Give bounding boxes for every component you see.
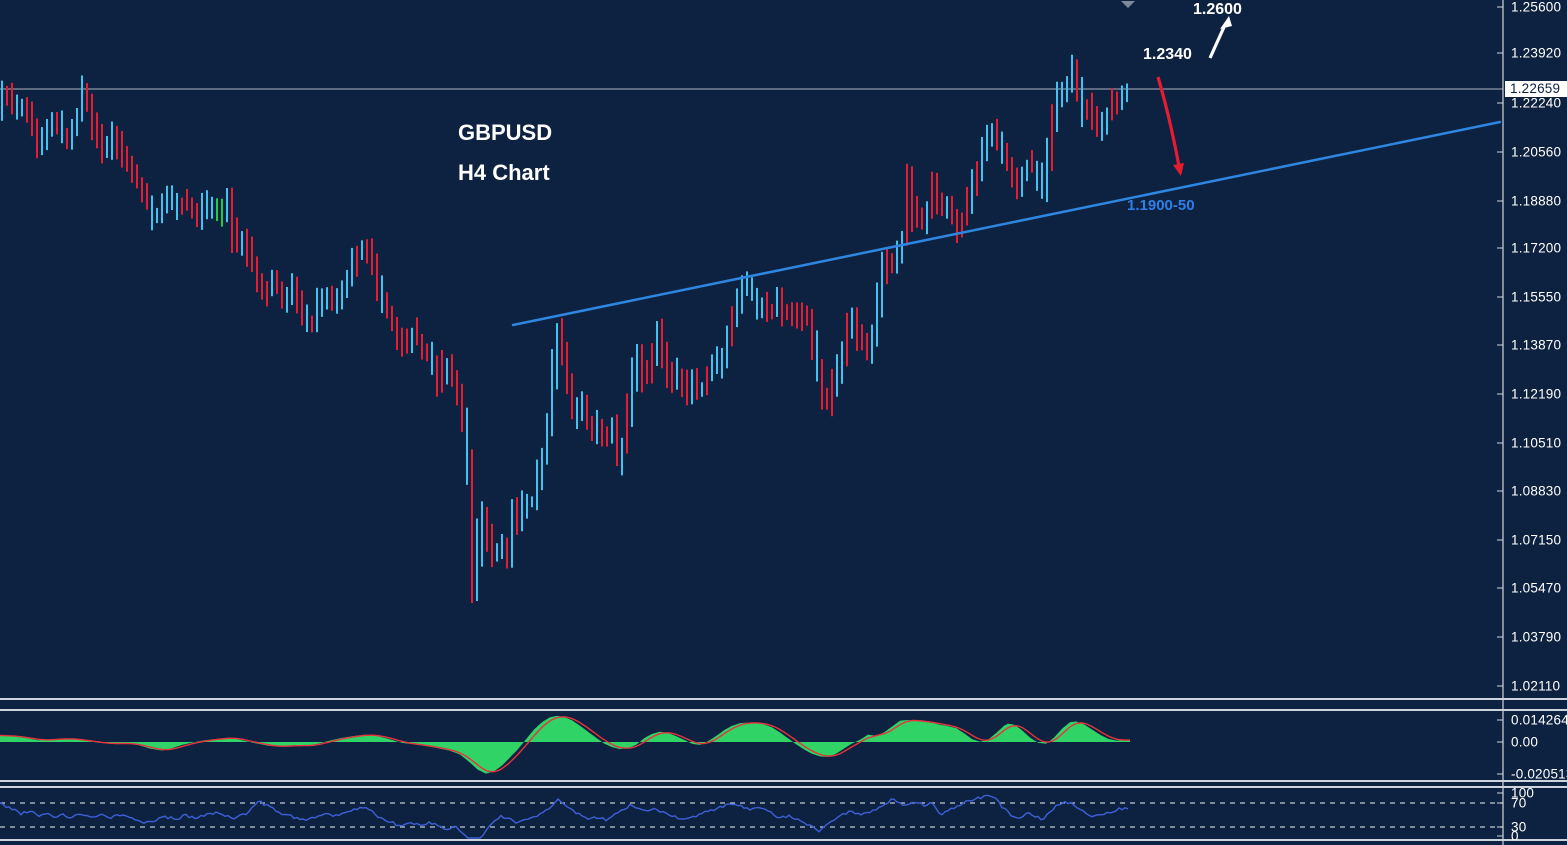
timeframe-label: H4 Chart	[458, 160, 550, 185]
support-trendline[interactable]	[511, 120, 1502, 327]
indicator-axis-label: 0.014264	[1511, 712, 1567, 728]
price-axis-label: 1.18880	[1511, 193, 1562, 209]
lower-target-label: 1.2340	[1143, 46, 1192, 63]
down-arrow-head-icon	[1173, 163, 1184, 176]
trendline-zone-label: 1.1900-50	[1127, 197, 1195, 214]
price-axis-label: 1.07150	[1511, 532, 1562, 548]
indicator-axis-label: 30	[1511, 819, 1527, 835]
up-arrow-head-icon	[1220, 16, 1232, 29]
price-axis-label: 1.23920	[1511, 45, 1562, 61]
upper-target-label: 1.2600	[1193, 1, 1242, 18]
price-axis-label: 1.13870	[1511, 337, 1562, 353]
price-axis-label: 1.05470	[1511, 580, 1562, 596]
price-axis-label: 1.08830	[1511, 483, 1562, 499]
price-axis-label: 1.12190	[1511, 386, 1562, 402]
price-axis-label: 1.02110	[1511, 678, 1561, 694]
price-axis-label: 1.17200	[1511, 240, 1562, 256]
osma-histogram	[0, 716, 1130, 774]
price-axis-label: 1.10510	[1511, 435, 1562, 451]
indicator-axis-label: 100	[1511, 785, 1535, 801]
price-axis-label: 1.22240	[1511, 95, 1562, 111]
price-axis-label: 1.15550	[1511, 289, 1562, 305]
down-arrow-shaft[interactable]	[1156, 76, 1181, 167]
current-price-tag: 1.22659	[1505, 81, 1567, 97]
symbol-label: GBPUSD	[458, 120, 553, 145]
indicator-axis-label: -0.020513	[1511, 766, 1567, 782]
chart-shift-marker-icon	[1121, 1, 1135, 8]
indicator-axis-label: 0.00	[1511, 734, 1539, 750]
price-axis-label: 1.03790	[1511, 629, 1562, 645]
indicator-axis-label: 0	[1511, 828, 1519, 844]
osma-signal-line	[0, 716, 1130, 773]
up-arrow-shaft[interactable]	[1208, 25, 1226, 59]
price-axis-label: 1.25600	[1511, 0, 1562, 15]
indicator-axis-label: 70	[1511, 795, 1527, 811]
price-axis-label: 1.20560	[1511, 144, 1562, 160]
rsi-line	[0, 794, 1129, 839]
